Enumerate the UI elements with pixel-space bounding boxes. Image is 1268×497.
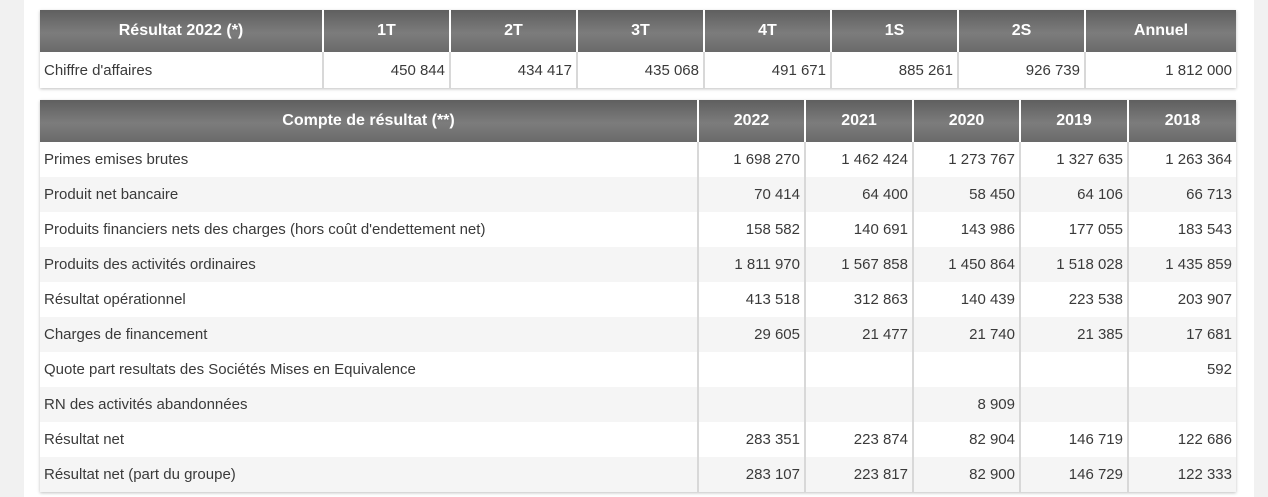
row-label: RN des activités abandonnées <box>40 387 698 422</box>
cell-value <box>697 387 805 422</box>
cell-value: 82 904 <box>912 422 1020 457</box>
row-label: Résultat opérationnel <box>40 282 698 317</box>
cell-value: 21 740 <box>912 317 1020 352</box>
cell-value: 158 582 <box>697 212 805 247</box>
cell-value: 1 327 635 <box>1019 142 1128 177</box>
cell-value: 183 543 <box>1127 212 1236 247</box>
cell-value: 1 812 000 <box>1084 52 1236 88</box>
cell-value <box>697 352 805 387</box>
results-2022-header-col: 3T <box>576 10 704 52</box>
row-label: Produits financiers nets des charges (ho… <box>40 212 698 247</box>
cell-value: 146 729 <box>1019 457 1128 492</box>
cell-value: 885 261 <box>830 52 958 88</box>
cell-value: 926 739 <box>957 52 1085 88</box>
cell-value: 312 863 <box>804 282 913 317</box>
cell-value: 450 844 <box>322 52 450 88</box>
income-statement-header-col: 2021 <box>804 100 913 142</box>
table-row: Produit net bancaire 70 414 64 400 58 450 64… <box>40 177 1236 212</box>
cell-value: 64 106 <box>1019 177 1128 212</box>
results-2022-table: Résultat 2022 (*) 1T 2T 3T 4T 1S 2S Annuel Chif… <box>40 10 1236 88</box>
cell-value: 413 518 <box>697 282 805 317</box>
table-row: Chiffre d'affaires 450 844 434 417 435 068 4… <box>40 52 1236 88</box>
cell-value: 21 477 <box>804 317 913 352</box>
cell-value: 1 567 858 <box>804 247 913 282</box>
cell-value: 21 385 <box>1019 317 1128 352</box>
cell-value: 283 107 <box>697 457 805 492</box>
cell-value: 140 439 <box>912 282 1020 317</box>
row-label: Produits des activités ordinaires <box>40 247 698 282</box>
results-2022-header-col: Annuel <box>1084 10 1236 52</box>
table-row: Résultat net (part du groupe) 283 107 223 … <box>40 457 1236 492</box>
page-content: Résultat 2022 (*) 1T 2T 3T 4T 1S 2S Annuel Chif… <box>24 0 1254 497</box>
cell-value: 29 605 <box>697 317 805 352</box>
results-2022-header-col: 1S <box>830 10 958 52</box>
cell-value: 1 811 970 <box>697 247 805 282</box>
cell-value: 592 <box>1127 352 1236 387</box>
income-statement-header-col: 2022 <box>697 100 805 142</box>
income-statement-table: Compte de résultat (**) 2022 2021 2020 2019 2… <box>40 100 1236 492</box>
cell-value <box>912 352 1020 387</box>
results-2022-header-col: 2S <box>957 10 1085 52</box>
cell-value: 283 351 <box>697 422 805 457</box>
cell-value: 434 417 <box>449 52 577 88</box>
results-2022-header-row: Résultat 2022 (*) 1T 2T 3T 4T 1S 2S Annuel <box>40 10 1236 52</box>
cell-value: 223 874 <box>804 422 913 457</box>
cell-value: 491 671 <box>703 52 831 88</box>
cell-value: 203 907 <box>1127 282 1236 317</box>
cell-value: 140 691 <box>804 212 913 247</box>
results-2022-header-title: Résultat 2022 (*) <box>40 10 323 52</box>
table-row: Résultat opérationnel 413 518 312 863 140 4… <box>40 282 1236 317</box>
cell-value: 1 698 270 <box>697 142 805 177</box>
cell-value: 1 450 864 <box>912 247 1020 282</box>
row-label: Produit net bancaire <box>40 177 698 212</box>
results-2022-header-col: 1T <box>322 10 450 52</box>
cell-value <box>804 387 913 422</box>
income-statement-header-col: 2020 <box>912 100 1020 142</box>
row-label: Primes emises brutes <box>40 142 698 177</box>
cell-value: 435 068 <box>576 52 704 88</box>
cell-value: 1 518 028 <box>1019 247 1128 282</box>
cell-value: 146 719 <box>1019 422 1128 457</box>
table-row: Résultat net 283 351 223 874 82 904 146 719 1… <box>40 422 1236 457</box>
table-row: Produits financiers nets des charges (ho… <box>40 212 1236 247</box>
cell-value: 177 055 <box>1019 212 1128 247</box>
row-label: Quote part resultats des Sociétés Mises … <box>40 352 698 387</box>
table-row: Primes emises brutes 1 698 270 1 462 424 1 … <box>40 142 1236 177</box>
cell-value: 143 986 <box>912 212 1020 247</box>
table-row: RN des activités abandonnées 8 909 <box>40 387 1236 422</box>
cell-value <box>1019 352 1128 387</box>
table-row: Quote part resultats des Sociétés Mises … <box>40 352 1236 387</box>
cell-value: 1 435 859 <box>1127 247 1236 282</box>
results-2022-header-col: 4T <box>703 10 831 52</box>
cell-value: 64 400 <box>804 177 913 212</box>
row-label: Charges de financement <box>40 317 698 352</box>
income-statement-header-title: Compte de résultat (**) <box>40 100 698 142</box>
cell-value: 66 713 <box>1127 177 1236 212</box>
cell-value: 223 817 <box>804 457 913 492</box>
cell-value: 82 900 <box>912 457 1020 492</box>
income-statement-header-col: 2019 <box>1019 100 1128 142</box>
cell-value: 8 909 <box>912 387 1020 422</box>
cell-value <box>1127 387 1236 422</box>
cell-value: 1 273 767 <box>912 142 1020 177</box>
cell-value <box>1019 387 1128 422</box>
table-row: Produits des activités ordinaires 1 811 9… <box>40 247 1236 282</box>
cell-value: 122 333 <box>1127 457 1236 492</box>
cell-value: 122 686 <box>1127 422 1236 457</box>
cell-value: 223 538 <box>1019 282 1128 317</box>
row-label: Résultat net (part du groupe) <box>40 457 698 492</box>
cell-value: 1 462 424 <box>804 142 913 177</box>
income-statement-header-col: 2018 <box>1127 100 1236 142</box>
cell-value: 58 450 <box>912 177 1020 212</box>
cell-value: 17 681 <box>1127 317 1236 352</box>
cell-value: 1 263 364 <box>1127 142 1236 177</box>
row-label: Chiffre d'affaires <box>40 52 323 88</box>
cell-value: 70 414 <box>697 177 805 212</box>
row-label: Résultat net <box>40 422 698 457</box>
cell-value <box>804 352 913 387</box>
table-row: Charges de financement 29 605 21 477 21 740… <box>40 317 1236 352</box>
results-2022-header-col: 2T <box>449 10 577 52</box>
income-statement-header-row: Compte de résultat (**) 2022 2021 2020 2019 2… <box>40 100 1236 142</box>
